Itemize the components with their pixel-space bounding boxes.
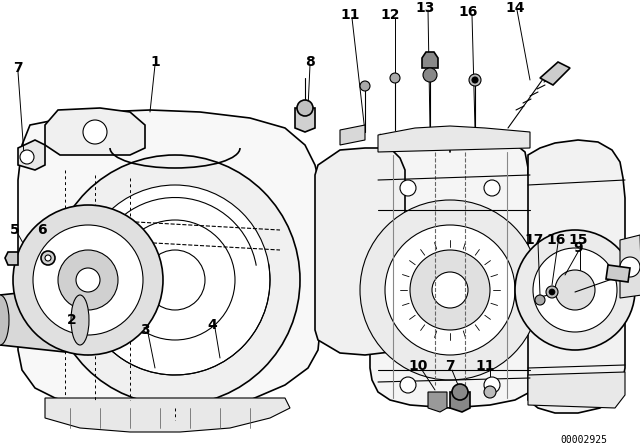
- Text: 17: 17: [524, 233, 544, 247]
- Circle shape: [33, 225, 143, 335]
- Polygon shape: [528, 140, 625, 413]
- Text: 13: 13: [415, 1, 435, 15]
- Polygon shape: [18, 305, 45, 335]
- Circle shape: [533, 248, 617, 332]
- Polygon shape: [295, 108, 315, 132]
- Polygon shape: [620, 235, 640, 298]
- Circle shape: [58, 250, 118, 310]
- Circle shape: [385, 225, 515, 355]
- Polygon shape: [606, 265, 630, 282]
- Circle shape: [20, 313, 34, 327]
- Text: 10: 10: [408, 359, 428, 373]
- Text: 12: 12: [380, 8, 400, 22]
- Polygon shape: [18, 110, 320, 413]
- Polygon shape: [340, 125, 365, 145]
- Circle shape: [45, 255, 51, 261]
- Circle shape: [145, 250, 205, 310]
- Circle shape: [360, 81, 370, 91]
- Circle shape: [620, 257, 640, 277]
- Circle shape: [83, 120, 107, 144]
- Ellipse shape: [71, 295, 89, 345]
- Circle shape: [13, 205, 163, 355]
- Circle shape: [484, 386, 496, 398]
- Text: 11: 11: [340, 8, 360, 22]
- Text: 7: 7: [445, 359, 455, 373]
- Circle shape: [400, 180, 416, 196]
- Circle shape: [400, 377, 416, 393]
- Circle shape: [452, 384, 468, 400]
- Circle shape: [297, 100, 313, 116]
- Polygon shape: [0, 288, 85, 352]
- Text: 16: 16: [547, 233, 566, 247]
- Circle shape: [50, 155, 300, 405]
- Text: 14: 14: [505, 1, 525, 15]
- Text: 8: 8: [305, 55, 315, 69]
- Text: 7: 7: [13, 61, 23, 75]
- Circle shape: [360, 200, 540, 380]
- Polygon shape: [540, 62, 570, 85]
- Circle shape: [41, 251, 55, 265]
- Circle shape: [549, 289, 555, 295]
- Polygon shape: [450, 392, 470, 412]
- Circle shape: [80, 185, 270, 375]
- Text: 00002925: 00002925: [560, 435, 607, 445]
- Circle shape: [484, 180, 500, 196]
- Polygon shape: [528, 372, 625, 408]
- Polygon shape: [45, 398, 290, 432]
- Text: 5: 5: [10, 223, 20, 237]
- Polygon shape: [422, 52, 438, 68]
- Polygon shape: [370, 128, 540, 408]
- Text: 3: 3: [140, 323, 150, 337]
- Text: 11: 11: [476, 359, 495, 373]
- Polygon shape: [378, 126, 530, 152]
- Text: 4: 4: [207, 318, 217, 332]
- Ellipse shape: [0, 295, 9, 345]
- Circle shape: [390, 73, 400, 83]
- Circle shape: [76, 268, 100, 292]
- Circle shape: [432, 272, 468, 308]
- Text: 1: 1: [150, 55, 160, 69]
- Polygon shape: [18, 140, 45, 170]
- Circle shape: [546, 286, 558, 298]
- Circle shape: [484, 377, 500, 393]
- Circle shape: [515, 230, 635, 350]
- Circle shape: [423, 68, 437, 82]
- Circle shape: [472, 77, 478, 83]
- Text: 2: 2: [67, 313, 77, 327]
- Text: 6: 6: [37, 223, 47, 237]
- Polygon shape: [428, 392, 447, 412]
- Circle shape: [20, 150, 34, 164]
- Polygon shape: [5, 252, 18, 265]
- Circle shape: [535, 295, 545, 305]
- Circle shape: [555, 270, 595, 310]
- Polygon shape: [45, 108, 145, 155]
- Polygon shape: [315, 148, 405, 355]
- Circle shape: [410, 250, 490, 330]
- Circle shape: [469, 74, 481, 86]
- Text: 15: 15: [568, 233, 588, 247]
- Text: 16: 16: [458, 5, 477, 19]
- Circle shape: [115, 220, 235, 340]
- Text: 9: 9: [573, 241, 583, 255]
